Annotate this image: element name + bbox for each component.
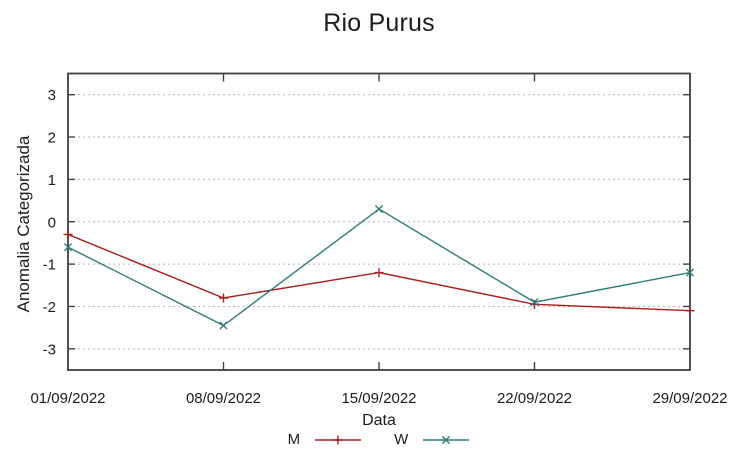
cross-marker-icon	[442, 435, 451, 444]
y-tick-label: 3	[48, 87, 56, 104]
y-tick-label: -3	[43, 341, 56, 358]
legend-line-swatch	[423, 435, 470, 444]
x-axis-label: Data	[362, 412, 396, 429]
data-point-marker-M	[63, 229, 73, 239]
y-tick-label: -2	[43, 299, 56, 316]
x-tick-label: 22/09/2022	[497, 390, 572, 407]
y-tick-label: 1	[48, 172, 56, 189]
legend-entry-W: W	[394, 431, 470, 448]
y-tick-label: 2	[48, 130, 56, 147]
plus-marker-icon	[333, 435, 343, 444]
data-point-marker-M	[219, 293, 228, 303]
data-point-marker-W	[374, 204, 384, 214]
data-point-marker-M	[374, 268, 384, 278]
legend-label: M	[287, 431, 301, 448]
y-axis-label: Anomalia Categorizada	[14, 135, 33, 313]
y-tick-label: -1	[43, 257, 56, 274]
x-tick-label: 08/09/2022	[186, 390, 261, 407]
data-point-marker-W	[63, 243, 73, 252]
legend-line-swatch	[315, 435, 362, 444]
y-tick-label: 0	[48, 214, 56, 231]
x-tick-label: 01/09/2022	[30, 390, 105, 407]
x-tick-label: 15/09/2022	[341, 390, 416, 407]
data-point-marker-M	[685, 306, 695, 316]
x-tick-label: 29/09/2022	[652, 390, 727, 407]
series-line-W	[67, 208, 691, 327]
data-point-marker-W	[219, 321, 228, 330]
data-point-marker-W	[530, 298, 539, 307]
legend-entry-M: M	[288, 431, 363, 448]
data-point-marker-W	[685, 268, 695, 277]
chart-title: Rio Purus	[323, 9, 435, 37]
legend-label: W	[394, 431, 409, 448]
plot-border	[67, 72, 691, 371]
